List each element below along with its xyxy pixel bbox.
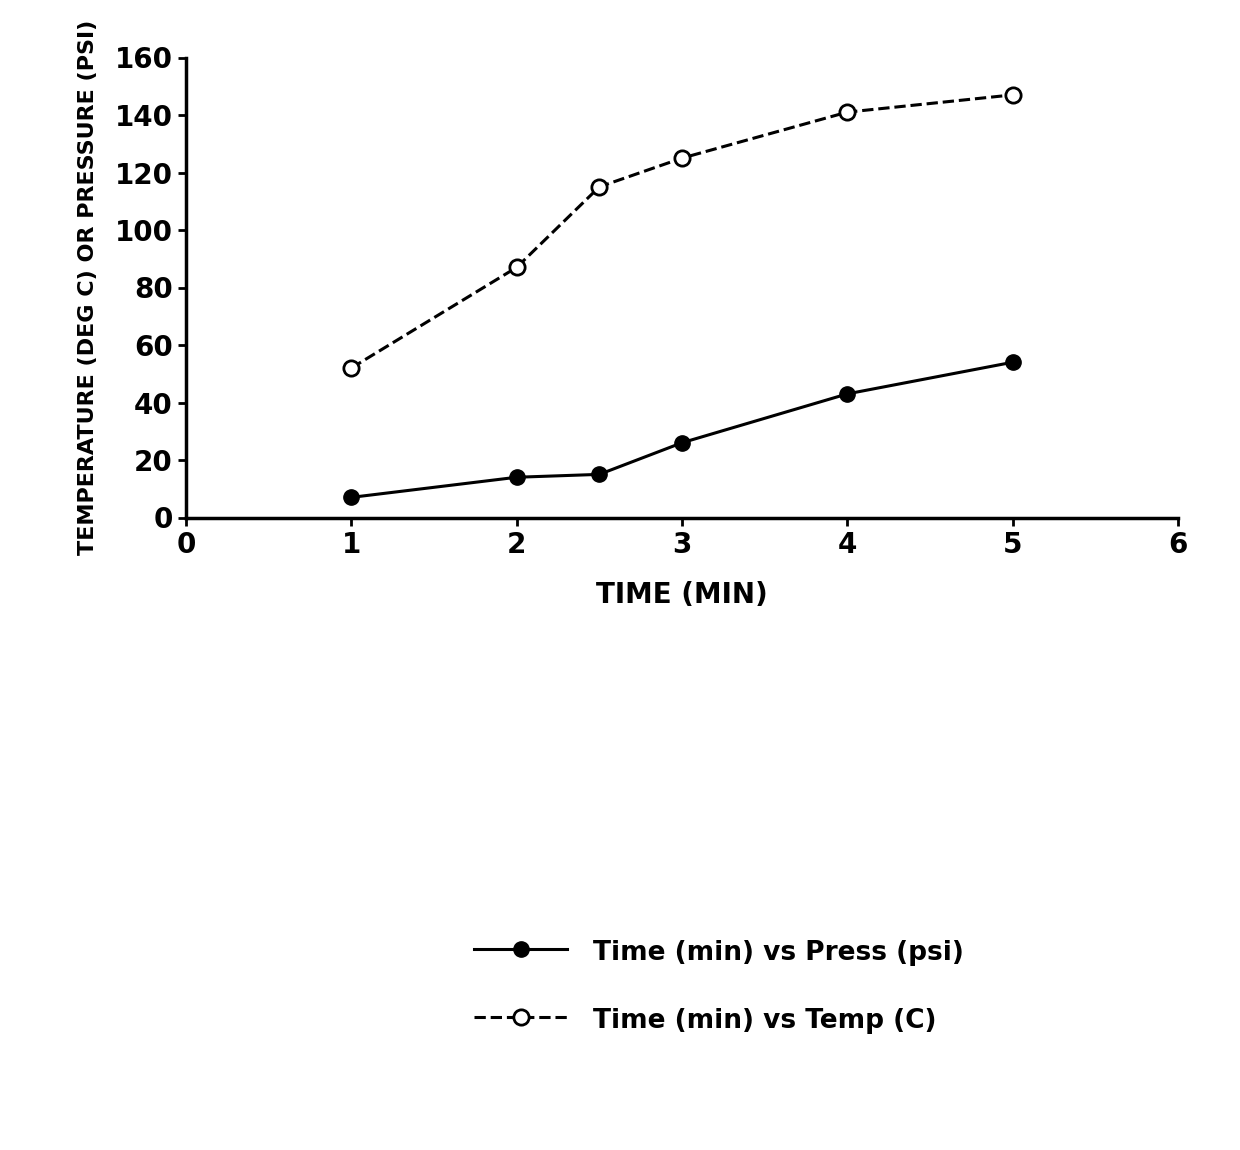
Y-axis label: TEMPERATURE (DEG C) OR PRESSURE (PSI): TEMPERATURE (DEG C) OR PRESSURE (PSI) (78, 20, 98, 555)
Legend: Time (min) vs Press (psi), Time (min) vs Temp (C): Time (min) vs Press (psi), Time (min) vs… (464, 927, 975, 1045)
X-axis label: TIME (MIN): TIME (MIN) (596, 581, 768, 608)
